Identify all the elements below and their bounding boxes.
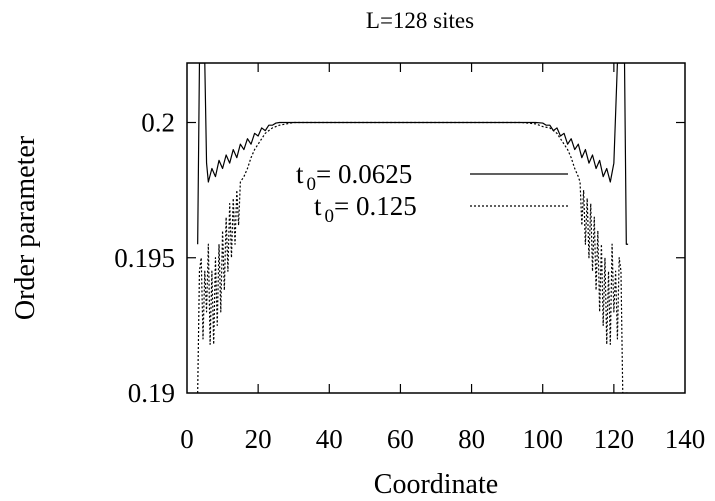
legend-2-sub: 0 xyxy=(325,206,335,227)
series-lines xyxy=(197,63,629,393)
y-tick-label: 0.195 xyxy=(114,243,175,273)
axis-ticks: 0 20 40 60 80 100 120 140 0.19 0.195 0.2 xyxy=(114,63,705,454)
legend-1-value: = 0.0625 xyxy=(316,159,412,189)
x-tick-label: 120 xyxy=(594,424,635,454)
legend-1-sub: 0 xyxy=(307,174,317,195)
x-tick-label: 100 xyxy=(522,424,563,454)
legend-entry-1: t 0= 0.0625 xyxy=(296,159,568,195)
x-tick-label: 40 xyxy=(316,424,343,454)
y-tick-label: 0.2 xyxy=(141,108,175,138)
chart-title: L=128 sites xyxy=(366,8,474,33)
x-tick-label: 60 xyxy=(387,424,414,454)
svg-text:t0= 0.125: t 0= 0.125 xyxy=(314,191,417,227)
x-tick-label: 0 xyxy=(180,424,194,454)
legend-entry-2: t 0= 0.125 xyxy=(314,191,568,227)
y-tick-label: 0.19 xyxy=(128,378,175,408)
legend-2-main: t xyxy=(314,191,322,221)
x-tick-label: 80 xyxy=(458,424,485,454)
legend-1-main: t xyxy=(296,159,304,189)
svg-text:t0= 0.0625: t 0= 0.0625 xyxy=(296,159,412,195)
plot-border xyxy=(186,62,686,394)
legend: t 0= 0.0625 t 0= 0.125 xyxy=(296,159,568,227)
y-axis-label: Order parameter xyxy=(10,135,41,320)
series-line-2 xyxy=(197,121,629,393)
legend-2-value: = 0.125 xyxy=(334,191,417,221)
x-tick-label: 140 xyxy=(665,424,706,454)
plot-area xyxy=(186,62,686,394)
x-axis-label: Coordinate xyxy=(374,469,498,500)
x-tick-label: 20 xyxy=(245,424,272,454)
